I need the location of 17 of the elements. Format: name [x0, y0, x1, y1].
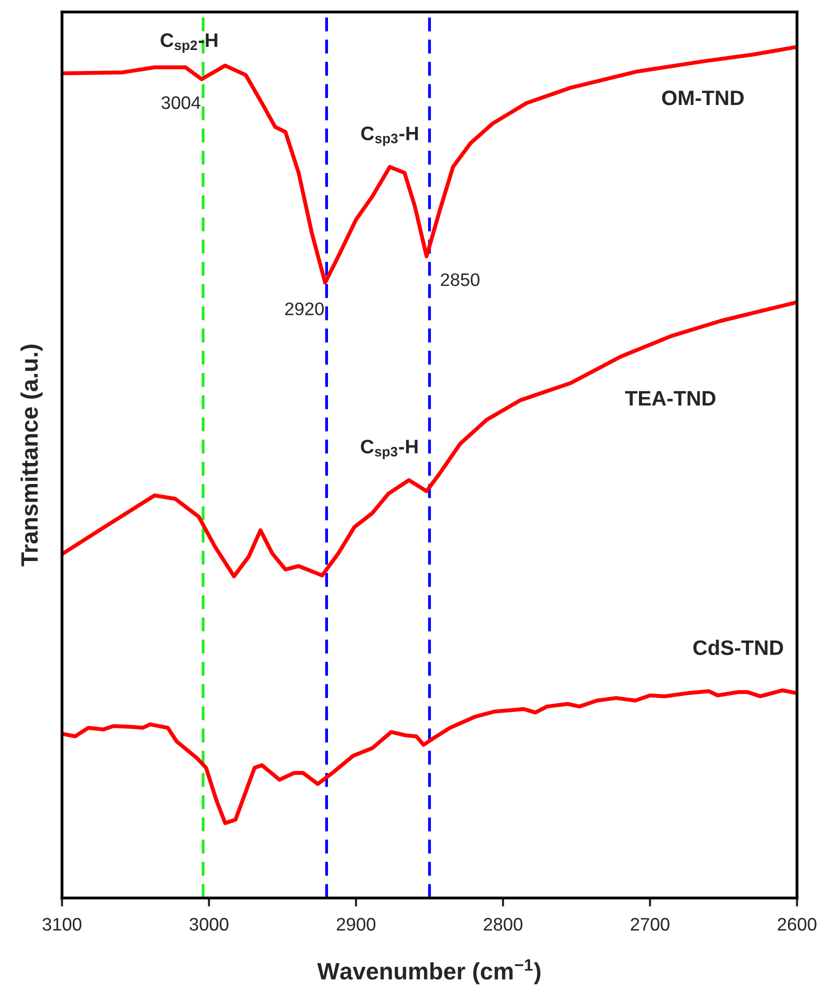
annotation: C$_{sp3}$-H [361, 126, 418, 146]
annotation: C$_{sp2}$-H [160, 33, 218, 53]
series-label: CdS-TND [693, 640, 784, 656]
series-label: TEA-TND [625, 391, 716, 406]
annotation: 2920 [285, 302, 324, 316]
x-tick-label: 3100 [42, 918, 82, 931]
annotation: C$_{sp3}$-H [360, 440, 418, 460]
x-tick-label: 2600 [778, 918, 816, 931]
x-tick-label: 2800 [484, 918, 522, 931]
x-tick-label: 3000 [190, 918, 228, 931]
x-axis-title: Wavenumber (cm$^{−1}$) [317, 959, 540, 984]
series-label: OM-TND [662, 90, 744, 106]
x-tick-label: 2700 [630, 918, 670, 931]
y-axis-title: Transmittance (a.u.) [20, 344, 43, 566]
annotation: 2850 [440, 273, 480, 286]
annotation: 3004 [162, 96, 200, 110]
x-tick-label: 2900 [336, 918, 376, 931]
